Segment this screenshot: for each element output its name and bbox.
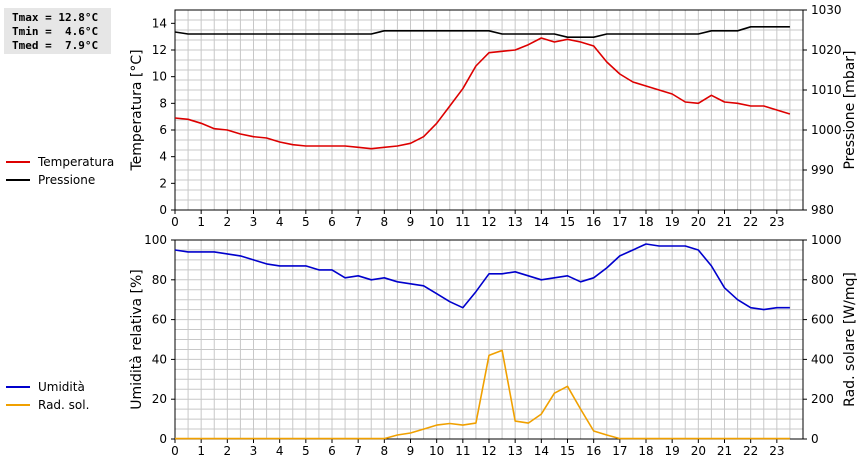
- y-tick-label: 100: [144, 233, 167, 247]
- y2-tick-label: 400: [811, 352, 834, 366]
- y-tick-label: 0: [159, 203, 167, 217]
- x-tick-label: 22: [743, 215, 758, 229]
- x-tick-label: 2: [224, 444, 232, 458]
- y2-axis-label: Pressione [mbar]: [842, 50, 858, 169]
- y2-tick-label: 600: [811, 313, 834, 327]
- y-tick-label: 4: [159, 150, 167, 164]
- y-tick-label: 20: [152, 392, 167, 406]
- x-tick-label: 21: [717, 444, 732, 458]
- y2-tick-label: 1020: [811, 43, 842, 57]
- y-tick-label: 10: [152, 70, 167, 84]
- x-tick-label: 4: [276, 444, 284, 458]
- y-tick-label: 12: [152, 43, 167, 57]
- y-tick-label: 8: [159, 96, 167, 110]
- x-tick-label: 11: [455, 215, 470, 229]
- x-tick-label: 5: [302, 215, 310, 229]
- x-tick-label: 15: [560, 444, 575, 458]
- stat-tmed: Tmed = 7.9°C: [12, 39, 99, 52]
- y-tick-label: 60: [152, 313, 167, 327]
- x-tick-label: 9: [407, 215, 415, 229]
- y2-tick-label: 1000: [811, 233, 842, 247]
- x-tick-label: 9: [407, 444, 415, 458]
- x-tick-label: 21: [717, 215, 732, 229]
- chart-panel-1: 0 1 2 3 4 5 6 7 8 9 10 11 12 13 14 15 16 17 18 19 20 21 22 2302…: [6, 3, 858, 229]
- x-tick-label: 8: [381, 215, 389, 229]
- y2-tick-label: 1030: [811, 3, 842, 17]
- series-line-1-1: [174, 37, 791, 150]
- y2-tick-label: 980: [811, 203, 834, 217]
- x-tick-label: 19: [665, 444, 680, 458]
- x-tick-label: 22: [743, 444, 758, 458]
- x-tick-label: 16: [586, 444, 601, 458]
- x-tick-label: 20: [691, 215, 706, 229]
- y-tick-label: 0: [159, 432, 167, 446]
- x-tick-label: 1: [197, 444, 205, 458]
- x-tick-label: 10: [429, 215, 444, 229]
- x-tick-label: 18: [638, 444, 653, 458]
- series-line-2-1: [174, 243, 790, 311]
- y2-axis-label: Rad. solare [W/mq]: [842, 272, 858, 407]
- x-tick-label: 5: [302, 444, 310, 458]
- series-line-1-2: [174, 25, 790, 39]
- x-tick-label: 8: [381, 444, 389, 458]
- y2-tick-label: 200: [811, 392, 834, 406]
- x-tick-label: 11: [455, 444, 470, 458]
- x-tick-label: 16: [586, 215, 601, 229]
- chart-panel-2: 0 1 2 3 4 5 6 7 8 9 10 11 12 13 14 15 16 17 18 19 20 21 22 2302…: [6, 233, 858, 458]
- x-tick-label: 7: [354, 215, 362, 229]
- stat-tmin: Tmin = 4.6°C: [12, 25, 99, 38]
- x-tick-label: 12: [481, 444, 496, 458]
- x-tick-label: 10: [429, 444, 444, 458]
- x-tick-label: 14: [534, 444, 549, 458]
- x-tick-label: 15: [560, 215, 575, 229]
- x-tick-label: 23: [769, 444, 784, 458]
- x-tick-label: 20: [691, 444, 706, 458]
- stat-tmax: Tmax = 12.8°C: [12, 11, 99, 24]
- x-tick-label: 18: [638, 215, 653, 229]
- x-tick-label: 6: [328, 215, 336, 229]
- y2-tick-label: 0: [811, 432, 819, 446]
- legend-label: Rad. sol.: [38, 398, 89, 412]
- x-tick-label: 23: [769, 215, 784, 229]
- x-tick-label: 12: [481, 215, 496, 229]
- y2-tick-label: 800: [811, 273, 834, 287]
- legend-label: Umidità: [38, 380, 85, 394]
- x-tick-label: 6: [328, 444, 336, 458]
- y2-tick-label: 990: [811, 163, 834, 177]
- y-tick-label: 80: [152, 273, 167, 287]
- x-tick-label: 4: [276, 215, 284, 229]
- stats-box: Tmax = 12.8°C Tmin = 4.6°C Tmed = 7.9°C: [4, 8, 111, 54]
- x-tick-label: 17: [612, 444, 627, 458]
- legend-label: Temperatura: [37, 155, 114, 169]
- y-axis-label: Umidità relativa [%]: [129, 269, 145, 410]
- x-tick-label: 1: [197, 215, 205, 229]
- series-line-2-2: [175, 349, 790, 440]
- y-tick-label: 14: [152, 16, 167, 30]
- x-tick-label: 13: [508, 215, 523, 229]
- x-tick-label: 13: [508, 444, 523, 458]
- x-tick-label: 3: [250, 444, 258, 458]
- y-tick-label: 40: [152, 352, 167, 366]
- y-tick-label: 2: [159, 176, 167, 190]
- x-tick-label: 7: [354, 444, 362, 458]
- x-tick-label: 14: [534, 215, 549, 229]
- legend-label: Pressione: [38, 173, 95, 187]
- x-tick-label: 17: [612, 215, 627, 229]
- x-tick-label: 19: [665, 215, 680, 229]
- x-tick-label: 2: [224, 215, 232, 229]
- y2-tick-label: 1010: [811, 83, 842, 97]
- y2-tick-label: 1000: [811, 123, 842, 137]
- x-tick-label: 3: [250, 215, 258, 229]
- x-tick-label: 0: [171, 215, 179, 229]
- y-axis-label: Temperatura [°C]: [129, 49, 145, 171]
- y-tick-label: 6: [159, 123, 167, 137]
- x-tick-label: 0: [171, 444, 179, 458]
